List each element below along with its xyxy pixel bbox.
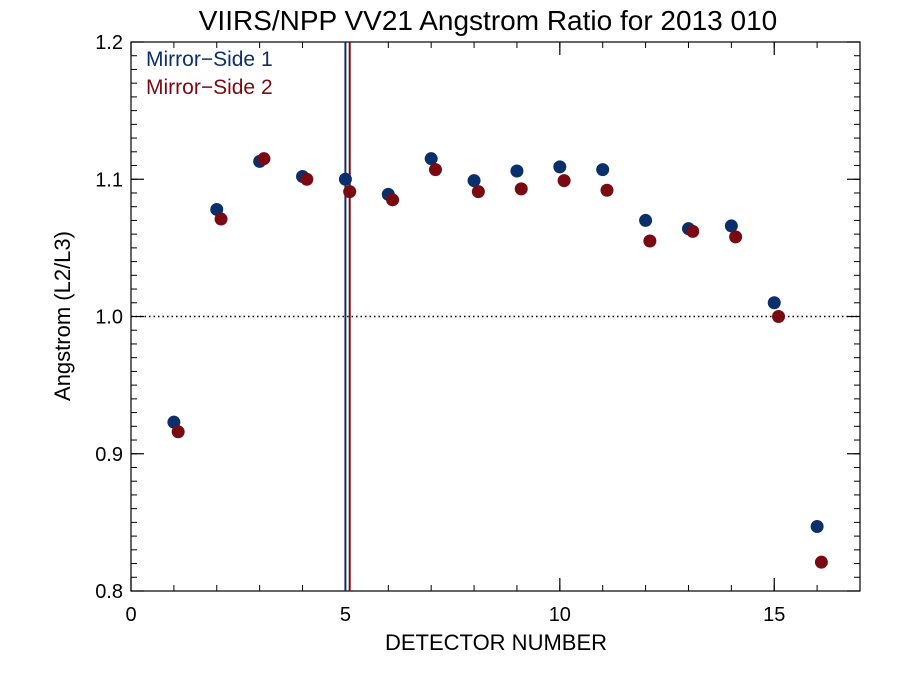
legend-entry-mirror-side-1: Mirror−Side 1 (146, 48, 273, 71)
data-point-series-1 (810, 519, 824, 533)
data-point-series-1 (467, 174, 481, 188)
data-point-series-2 (686, 224, 700, 238)
data-point-series-2 (428, 163, 442, 177)
data-point-series-1 (510, 164, 524, 178)
data-point-series-1 (338, 172, 352, 186)
x-tick-label: 15 (763, 604, 785, 626)
data-point-series-2 (214, 212, 228, 226)
y-tick-label: 1.0 (95, 307, 123, 329)
y-tick-label: 1.1 (95, 169, 123, 191)
y-tick-label: 0.9 (95, 444, 123, 466)
data-point-series-2 (814, 555, 828, 569)
data-point-series-2 (643, 234, 657, 248)
data-point-series-2 (171, 425, 185, 439)
data-point-series-2 (471, 185, 485, 199)
data-point-series-2 (386, 193, 400, 207)
data-point-series-2 (557, 174, 571, 188)
data-point-series-2 (343, 185, 357, 199)
x-tick-labels: 0 5 10 15 (125, 604, 785, 626)
data-point-series-2 (729, 230, 743, 244)
legend-entry-mirror-side-2: Mirror−Side 2 (146, 76, 273, 99)
data-point-series-1 (596, 163, 610, 177)
data-point-series-1 (553, 160, 567, 174)
x-tick-label: 10 (549, 604, 571, 626)
x-tick-label: 0 (125, 604, 136, 626)
data-point-series-2 (514, 182, 528, 196)
data-point-series-1 (424, 152, 438, 166)
y-axis-title: Angstrom (L2/L3) (50, 231, 75, 401)
data-point-series-2 (772, 310, 786, 323)
vertical-marker-lines (344, 42, 351, 591)
y-tick-label: 0.8 (95, 581, 123, 603)
chart-title: VIIRS/NPP VV21 Angstrom Ratio for 2013 0… (199, 5, 777, 36)
data-point-series-1 (639, 213, 653, 227)
data-point-series-2 (257, 152, 271, 166)
x-axis-title: DETECTOR NUMBER (385, 630, 607, 655)
y-tick-label: 1.2 (95, 32, 123, 54)
data-point-series-2 (600, 183, 614, 197)
y-tick-labels: 0.8 0.9 1.0 1.1 1.2 (95, 32, 123, 603)
data-points (167, 152, 828, 569)
data-point-series-2 (300, 172, 314, 186)
x-tick-label: 5 (340, 604, 351, 626)
data-point-series-1 (724, 219, 738, 233)
data-point-series-1 (767, 296, 781, 310)
